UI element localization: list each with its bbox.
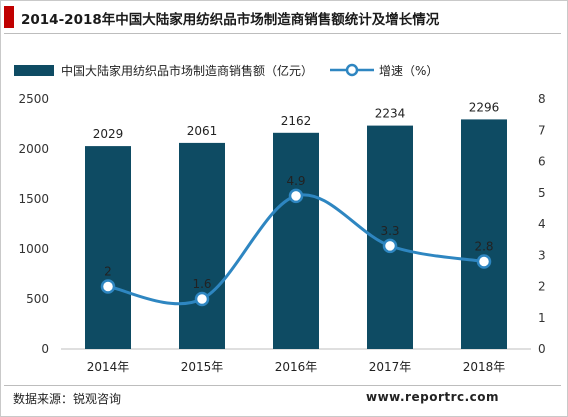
bar-value-label: 2296: [469, 100, 500, 114]
growth-marker: [476, 254, 492, 269]
footer-divider: [4, 385, 561, 386]
website-label: www.reportrc.com: [366, 390, 500, 404]
growth-marker: [194, 291, 210, 307]
chart-title: 2014-2018年中国大陆家用纺织品市场制造商销售额统计及增长情况: [21, 12, 440, 28]
y-right-tick-label: 2: [538, 280, 546, 294]
y-left-tick-label: 2000: [18, 142, 49, 156]
y-right-tick-label: 0: [538, 342, 546, 356]
legend: 中国大陆家用纺织品市场制造商销售额（亿元） 增速（%）: [1, 59, 568, 81]
growth-marker: [288, 188, 304, 204]
bar: [273, 132, 319, 349]
growth-value-label: 2.8: [474, 240, 493, 254]
bar: [85, 146, 131, 349]
legend-line-label: 增速（%）: [379, 64, 439, 78]
growth-value-label: 4.9: [286, 174, 305, 188]
x-tick-label: 2015年: [181, 360, 224, 374]
y-right-tick-label: 5: [538, 186, 546, 200]
bar-value-label: 2162: [281, 114, 312, 128]
chart-plot: 0 500 1000 1500 2000 2500 0 1 2 3 4 5 6 7 8 2029 2014年 20…: [18, 92, 546, 374]
bar-value-label: 2029: [93, 127, 124, 141]
y-left-tick-label: 2500: [18, 92, 49, 106]
x-tick-label: 2014年: [87, 360, 130, 374]
bar: [461, 119, 507, 350]
bar: [179, 142, 225, 349]
bar-value-label: 2061: [187, 124, 218, 138]
x-tick-label: 2017年: [369, 360, 412, 374]
legend-bar-swatch: [14, 65, 54, 76]
x-tick-label: 2016年: [275, 360, 318, 374]
y-left-tick-label: 500: [26, 292, 49, 306]
y-right-tick-label: 3: [538, 248, 546, 262]
y-right-tick-label: 1: [538, 311, 546, 325]
y-right-tick-label: 6: [538, 155, 546, 169]
y-right-tick-label: 4: [538, 217, 546, 231]
growth-value-label: 3.3: [380, 224, 399, 238]
y-left-tick-label: 1000: [18, 242, 49, 256]
growth-marker: [382, 238, 398, 254]
title-divider: [4, 33, 561, 34]
y-left-tick-label: 0: [41, 342, 49, 356]
legend-bar-label: 中国大陆家用纺织品市场制造商销售额（亿元）: [61, 64, 314, 78]
growth-value-label: 2: [104, 265, 112, 279]
source-note: 数据来源：锐观咨询: [13, 392, 122, 406]
y-left-tick-label: 1500: [18, 192, 49, 206]
growth-marker: [100, 279, 116, 294]
title-accent-bar: [4, 6, 14, 28]
legend-line-swatch: [330, 63, 374, 77]
y-right-tick-label: 7: [538, 123, 546, 137]
growth-value-label: 1.6: [192, 277, 211, 291]
y-right-tick-label: 8: [538, 92, 546, 106]
x-tick-label: 2018年: [463, 360, 506, 374]
bar-value-label: 2234: [375, 107, 406, 121]
